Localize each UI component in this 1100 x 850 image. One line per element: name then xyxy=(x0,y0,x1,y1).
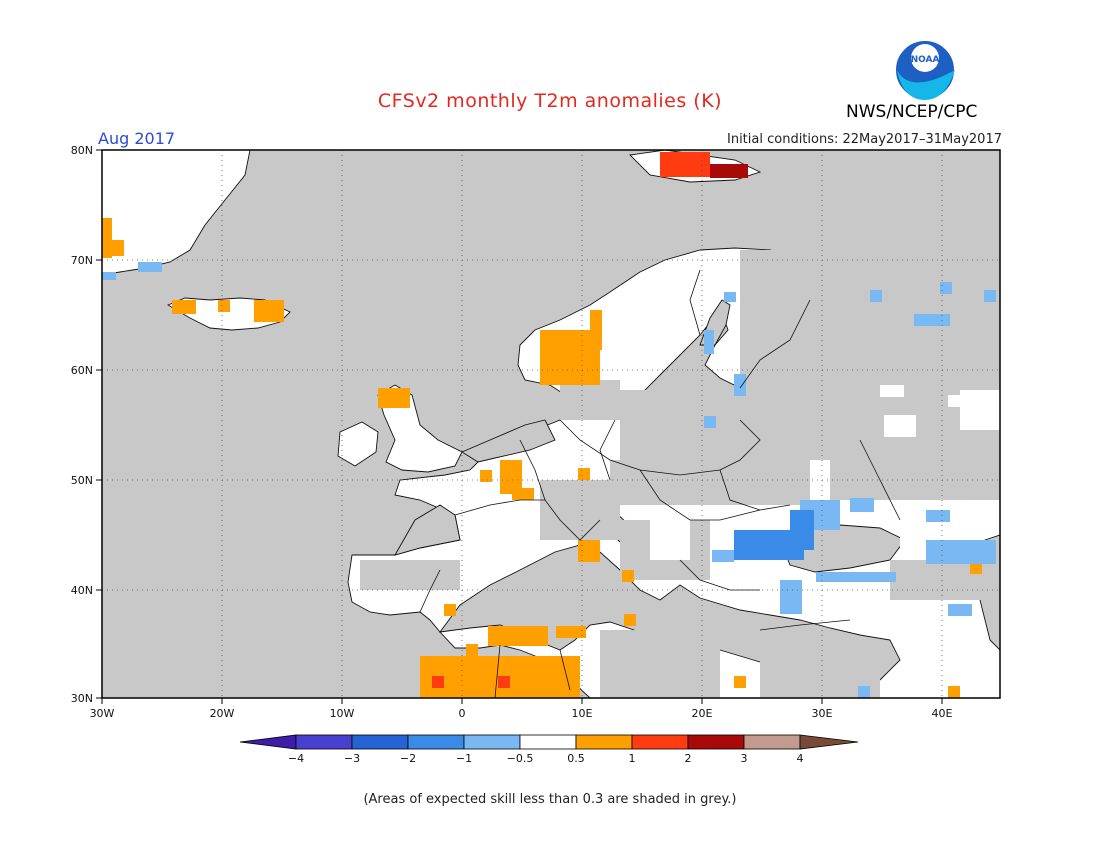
colorbar-swatch xyxy=(519,734,577,750)
grey-patch xyxy=(360,560,460,590)
country-borders xyxy=(419,269,901,698)
lon-tick-label: 10W xyxy=(330,707,355,720)
initial-conditions: Initial conditions: 22May2017–31May2017 xyxy=(727,132,1002,147)
grey-patch xyxy=(610,460,810,505)
colorbar-label: 3 xyxy=(741,752,748,765)
noaa-logo-text: NOAA xyxy=(911,55,940,65)
anomaly-dark-red xyxy=(710,164,748,178)
grey-patch xyxy=(540,480,620,540)
colorbar-label: −0.5 xyxy=(507,752,534,765)
colorbar-swatch xyxy=(687,734,745,750)
grey-patch xyxy=(340,640,430,698)
lon-tick-label: 0 xyxy=(459,707,466,720)
colorbar-label: −4 xyxy=(288,752,304,765)
lon-tick-label: 20W xyxy=(210,707,235,720)
colorbar-right-triangle xyxy=(799,734,859,750)
lat-tick-label: 30N xyxy=(71,692,93,705)
colorbar-swatch xyxy=(575,734,633,750)
colorbar-swatch xyxy=(351,734,409,750)
colorbar-label: −3 xyxy=(344,752,360,765)
axis-ticks xyxy=(96,149,943,704)
lat-tick-label: 80N xyxy=(71,144,93,157)
grey-patch xyxy=(740,250,1000,390)
land-highlights xyxy=(650,385,984,560)
grey-patch xyxy=(560,380,620,420)
anomaly-orange xyxy=(102,218,982,698)
sea-north-sea xyxy=(461,419,556,463)
noaa-logo-gull xyxy=(911,44,939,72)
colorbar-left-triangle xyxy=(239,734,297,750)
colorbar-swatch xyxy=(295,734,353,750)
lat-tick-label: 70N xyxy=(71,254,93,267)
anomaly-red xyxy=(432,152,710,688)
colorbar-swatch xyxy=(743,734,801,750)
colorbar: −4 −3 −2 −1 −0.5 0.5 1 2 3 4 xyxy=(239,734,859,765)
colorbar-label: 2 xyxy=(685,752,692,765)
noaa-logo: NOAA xyxy=(894,39,956,101)
lat-tick-label: 40N xyxy=(71,584,93,597)
colorbar-label: 4 xyxy=(797,752,804,765)
lon-tick-label: 10E xyxy=(572,707,593,720)
colorbar-label: 1 xyxy=(629,752,636,765)
land-ireland xyxy=(337,421,379,467)
skill-footnote: (Areas of expected skill less than 0.3 a… xyxy=(363,792,737,807)
agency-label: NWS/NCEP/CPC xyxy=(846,102,978,122)
grey-patch xyxy=(890,560,1000,600)
colorbar-label: −2 xyxy=(400,752,416,765)
map-frame xyxy=(101,149,1001,699)
anomaly-blue xyxy=(734,510,814,560)
forecast-month: Aug 2017 xyxy=(98,129,176,148)
lon-tick-label: 30E xyxy=(812,707,833,720)
colorbar-label: 0.5 xyxy=(567,752,585,765)
colorbar-label: −1 xyxy=(456,752,472,765)
colorbar-swatch xyxy=(407,734,465,750)
colorbar-swatch xyxy=(463,734,521,750)
noaa-logo-wave xyxy=(897,70,955,100)
lon-tick-label: 20E xyxy=(692,707,713,720)
grey-patch xyxy=(600,630,720,698)
lat-tick-label: 60N xyxy=(71,364,93,377)
colorbar-swatch xyxy=(631,734,689,750)
anomaly-light-blue xyxy=(102,262,996,698)
lon-tick-label: 40E xyxy=(932,707,953,720)
lat-tick-label: 50N xyxy=(71,474,93,487)
map-title: CFSv2 monthly T2m anomalies (K) xyxy=(377,90,723,112)
grey-patch xyxy=(830,430,1000,500)
lon-tick-label: 30W xyxy=(90,707,115,720)
